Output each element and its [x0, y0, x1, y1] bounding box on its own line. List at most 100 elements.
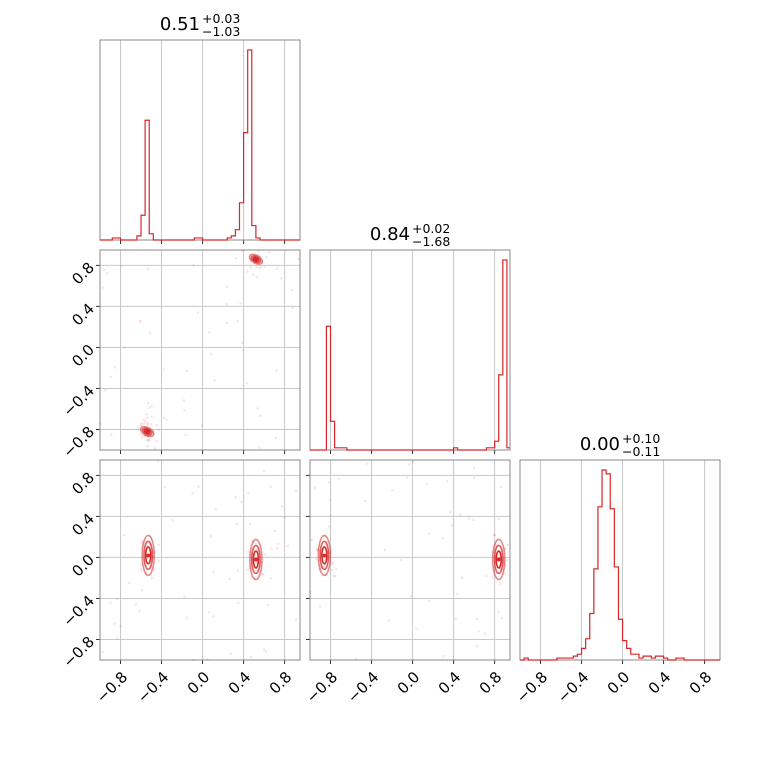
- sample-point: [140, 589, 144, 592]
- density-contour: [250, 254, 262, 264]
- panel-frame: [99, 249, 301, 451]
- sample-point: [140, 436, 143, 439]
- sample-point: [240, 500, 243, 504]
- sample-point: [206, 658, 209, 661]
- sample-point: [425, 482, 429, 486]
- sample-point: [209, 352, 213, 356]
- y-tick-label-tick-0-0: 0.0: [68, 341, 98, 371]
- sample-point: [259, 414, 262, 418]
- sample-point: [109, 433, 113, 436]
- density-contour: [141, 427, 153, 436]
- sample-point: [264, 650, 268, 653]
- sample-point: [162, 416, 166, 420]
- sample-point: [266, 603, 270, 607]
- x-tick-label-tick-neg-0-8: −0.8: [303, 668, 341, 706]
- title-param-0-median: 0.51: [160, 14, 200, 35]
- sample-point: [483, 632, 487, 635]
- sample-point: [270, 547, 273, 551]
- density-contour: [495, 550, 503, 569]
- sample-point: [140, 539, 144, 543]
- sample-point: [213, 379, 216, 382]
- density-contour: [321, 546, 328, 565]
- density-contour: [319, 540, 330, 571]
- sample-point: [259, 265, 263, 269]
- sample-point: [184, 433, 188, 437]
- sample-point: [269, 485, 272, 489]
- sample-point: [256, 249, 260, 253]
- density-contour: [141, 534, 156, 577]
- density-contour: [491, 538, 506, 581]
- sample-point: [255, 275, 259, 279]
- title-param-1-minus: −1.68: [412, 234, 450, 249]
- sample-point: [241, 249, 244, 253]
- sample-point: [162, 368, 165, 371]
- sample-point: [214, 507, 217, 511]
- sample-point: [182, 399, 186, 402]
- x-tick-label-tick-0-8: 0.8: [476, 668, 506, 698]
- sample-point: [383, 548, 387, 552]
- sample-point: [291, 306, 294, 309]
- sample-point: [113, 622, 116, 626]
- sample-point: [155, 439, 158, 443]
- panel-2d-param-0-vs-2: −0.8−0.8−0.4−0.40.00.00.40.40.80.8: [60, 459, 301, 707]
- sample-point: [208, 610, 211, 614]
- sample-point: [262, 469, 266, 473]
- sample-point: [245, 270, 249, 273]
- sample-point: [234, 256, 238, 260]
- sample-point: [297, 257, 300, 261]
- sample-point: [134, 603, 138, 606]
- sample-point: [475, 644, 479, 648]
- sample-point: [387, 619, 390, 622]
- sample-point: [171, 518, 174, 522]
- sample-point: [145, 422, 149, 426]
- sample-point: [225, 285, 229, 288]
- sample-point: [163, 485, 167, 489]
- sample-point: [249, 655, 253, 659]
- sample-point: [236, 319, 240, 323]
- sample-point: [140, 421, 143, 425]
- sample-point: [258, 446, 261, 449]
- sample-point: [241, 349, 245, 352]
- sample-point: [330, 563, 334, 566]
- sample-point: [200, 424, 204, 427]
- sample-point: [106, 272, 109, 275]
- sample-point: [334, 567, 338, 571]
- x-tick-label-tick-neg-0-8: −0.8: [513, 668, 551, 706]
- sample-point: [354, 657, 358, 661]
- density-contour: [250, 544, 261, 575]
- sample-point: [138, 610, 141, 613]
- panel-2d-param-1-vs-2-content: −0.8 −0.4 0.0 0.4 0.8: [303, 459, 511, 707]
- sample-point: [157, 543, 161, 547]
- panel-hist-param-1: [309, 249, 511, 454]
- density-peak: [254, 257, 258, 262]
- sample-point: [257, 266, 261, 270]
- panel-frame: [99, 459, 301, 661]
- sample-point: [497, 517, 500, 520]
- density-contour: [248, 253, 264, 265]
- sample-point: [477, 629, 481, 633]
- panel-hist-param-0-content: [99, 39, 301, 244]
- panel-2d-param-0-vs-1-content: −0.8−0.4 0.0 0.4 0.8: [60, 249, 301, 461]
- sample-point: [246, 568, 250, 572]
- sample-point: [140, 541, 144, 545]
- sample-point: [98, 422, 102, 425]
- sample-point: [291, 288, 294, 292]
- sample-point: [308, 590, 312, 594]
- sample-point: [148, 406, 151, 410]
- y-tick-label-tick-0-8: 0.8: [68, 259, 98, 289]
- sample-point: [450, 524, 454, 527]
- sample-point: [146, 444, 150, 448]
- sample-point: [505, 558, 509, 562]
- x-tick-label-tick-0-4: 0.4: [645, 668, 675, 698]
- panel-hist-param-1-content: [309, 249, 511, 454]
- panel-hist-param-0: [99, 39, 301, 244]
- sample-point: [119, 624, 122, 628]
- sample-point: [454, 617, 458, 620]
- sample-point: [263, 553, 267, 556]
- y-tick-label-tick-0-0: 0.0: [68, 551, 98, 581]
- sample-point: [456, 592, 459, 596]
- sample-point: [147, 439, 151, 442]
- sample-point: [103, 388, 107, 392]
- sample-point: [261, 572, 265, 576]
- density-contour: [249, 538, 263, 581]
